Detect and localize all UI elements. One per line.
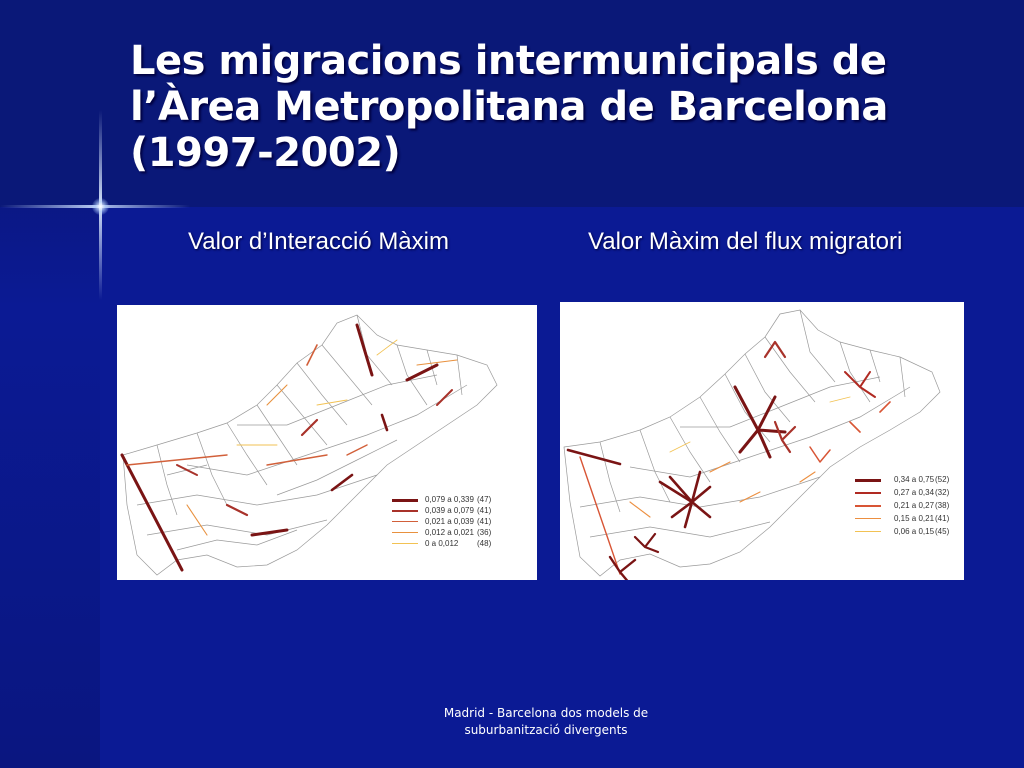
legend-swatch <box>392 510 418 512</box>
legend-count: (41) <box>935 514 950 523</box>
legend-range: 0,15 a 0,21 <box>894 514 935 523</box>
legend-range: 0,039 a 0,079 <box>425 506 474 515</box>
legend-count: (52) <box>935 475 950 484</box>
legend-count: (41) <box>477 517 492 526</box>
legend-arrow-swatch <box>855 492 881 494</box>
flow-legend: 0,34 a 0,75 (52) 0,27 a 0,34 (32) 0,21 a 0… <box>855 473 965 538</box>
legend-count: (48) <box>477 539 492 548</box>
legend-range: 0,012 a 0,021 <box>425 528 474 537</box>
legend-swatch <box>392 521 418 522</box>
title-line-2: l’Àrea Metropolitana de Barcelona <box>130 84 888 130</box>
legend-swatch <box>392 543 418 544</box>
legend-row: 0,34 a 0,75 (52) <box>855 473 965 486</box>
legend-row: 0,15 a 0,21 (41) <box>855 512 965 525</box>
legend-arrow-swatch <box>855 518 881 519</box>
legend-row: 0,012 a 0,021 (36) <box>392 527 522 538</box>
footer-line-2: suburbanització divergents <box>464 723 628 737</box>
right-map-subtitle: Valor Màxim del flux migratori <box>588 228 903 255</box>
legend-swatch <box>392 499 418 502</box>
footer-line-1: Madrid - Barcelona dos models de <box>443 706 649 720</box>
migration-flow-map-drawing <box>563 309 941 580</box>
legend-row: 0 a 0,012 (48) <box>392 538 522 549</box>
migration-flow-map-image: 0,34 a 0,75 (52) 0,27 a 0,34 (32) 0,21 a 0… <box>560 302 964 580</box>
legend-row: 0,039 a 0,079 (41) <box>392 505 522 516</box>
legend-range: 0,079 a 0,339 <box>425 495 474 504</box>
legend-swatch <box>392 532 418 533</box>
legend-count: (36) <box>477 528 492 537</box>
star-flare-icon <box>92 198 109 215</box>
legend-arrow-swatch <box>855 505 881 507</box>
interaction-map-image: 0,079 a 0,339 (47) 0,039 a 0,079 (41) 0,02… <box>117 305 537 580</box>
legend-range: 0,27 a 0,34 <box>894 488 935 497</box>
legend-range: 0,21 a 0,27 <box>894 501 935 510</box>
slide-footer: Madrid - Barcelona dos models de suburba… <box>396 705 696 739</box>
legend-range: 0,06 a 0,15 <box>894 527 935 536</box>
legend-range: 0,34 a 0,75 <box>894 475 935 484</box>
legend-count: (32) <box>935 488 950 497</box>
left-map-subtitle: Valor d’Interacció Màxim <box>188 228 449 255</box>
legend-arrow-swatch <box>855 479 881 482</box>
legend-row: 0,021 a 0,039 (41) <box>392 516 522 527</box>
title-band <box>0 0 1024 207</box>
legend-row: 0,06 a 0,15 (45) <box>855 525 965 538</box>
legend-count: (41) <box>477 506 492 515</box>
legend-count: (45) <box>935 527 950 536</box>
legend-count: (47) <box>477 495 492 504</box>
slide-title: Les migracions intermunicipals de l’Àrea… <box>130 38 990 176</box>
interaction-legend: 0,079 a 0,339 (47) 0,039 a 0,079 (41) 0,02… <box>392 494 522 549</box>
legend-count: (38) <box>935 501 950 510</box>
interaction-map-drawing <box>120 314 498 576</box>
legend-row: 0,079 a 0,339 (47) <box>392 494 522 505</box>
legend-range: 0 a 0,012 <box>425 539 459 548</box>
legend-row: 0,21 a 0,27 (38) <box>855 499 965 512</box>
legend-arrow-swatch <box>855 531 881 532</box>
legend-row: 0,27 a 0,34 (32) <box>855 486 965 499</box>
title-line-1: Les migracions intermunicipals de <box>130 38 887 84</box>
legend-range: 0,021 a 0,039 <box>425 517 474 526</box>
title-line-3: (1997-2002) <box>130 130 401 176</box>
